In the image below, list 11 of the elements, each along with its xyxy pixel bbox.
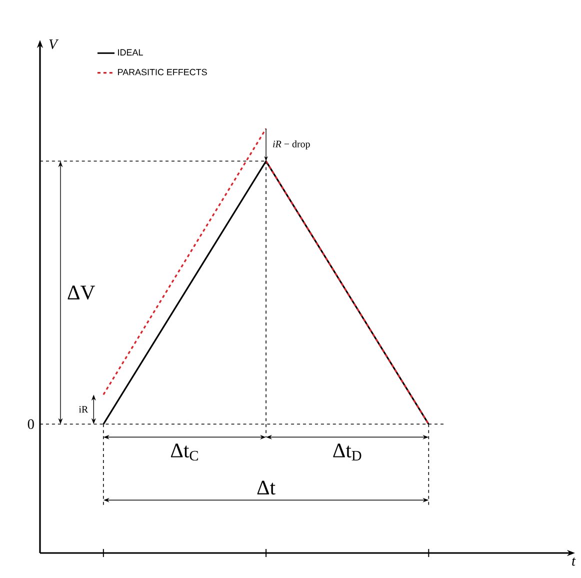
annotation: iR [78, 406, 88, 413]
legend-label: IDEAL [118, 49, 143, 56]
text: t [572, 558, 576, 566]
text: Δt$_{D}$ [333, 444, 362, 460]
legend-label: PARASITIC EFFECTS [118, 68, 207, 76]
text: 0 [28, 419, 34, 429]
text: Δt$_{C}$ [170, 444, 198, 461]
annotation: ΔV [68, 286, 95, 300]
text: Δt [257, 480, 276, 495]
text: V [49, 40, 59, 50]
annotation: iR − drop [273, 140, 310, 150]
